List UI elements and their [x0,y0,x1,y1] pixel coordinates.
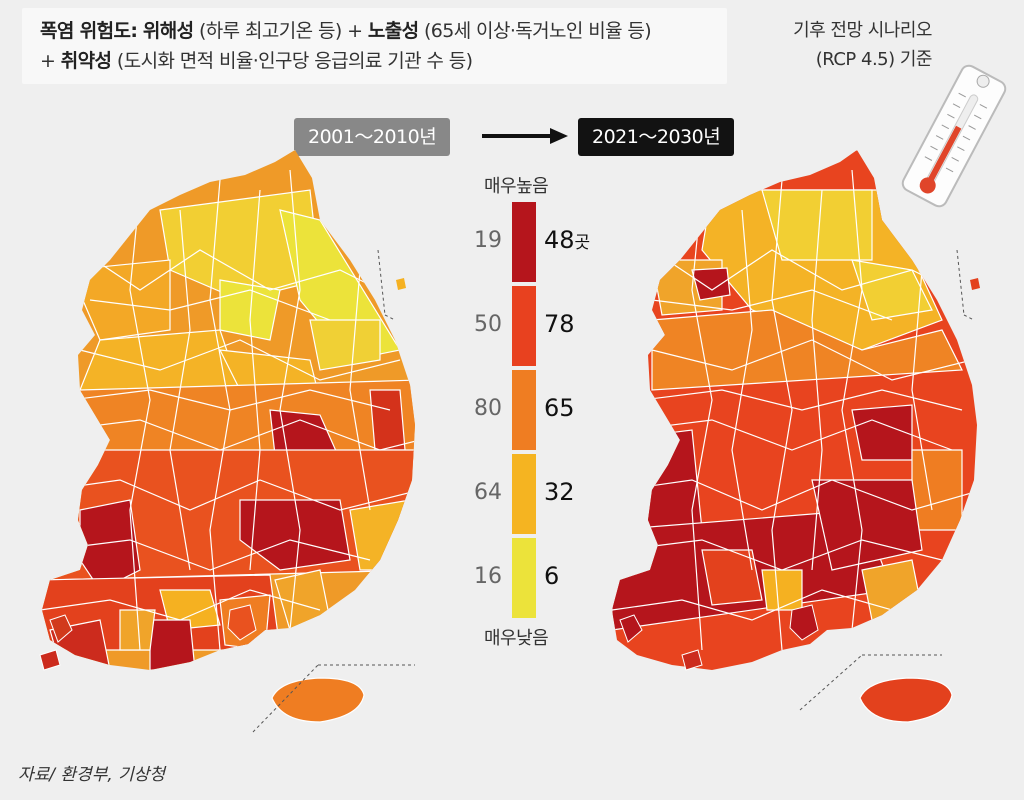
legend-swatch-5 [512,538,536,618]
header-plus: + [40,50,56,72]
legend-after-count-5: 6 [544,562,560,590]
legend-after-count-2: 78 [544,310,575,338]
header-vulnerability: 취약성 [60,50,112,72]
header-title: 폭염 위험도: [40,20,138,42]
legend-top-label: 매우높음 [484,176,549,197]
legend-unit: 곳 [574,233,591,253]
period-before-label: 2001～2010년 [294,118,451,156]
header-box [22,8,727,84]
legend-before-count-3: 80 [474,396,502,421]
legend-before-count-1: 19 [474,228,502,253]
legend-swatch-4 [512,454,536,534]
header-line-1: 폭염 위험도: 위해성 (하루 최고기온 등) + 노출성 (65세 이상·독거… [40,16,652,43]
legend-before-count-2: 50 [474,312,502,337]
source-note: 자료/ 환경부, 기상청 [18,765,166,785]
header-line-2: + 취약성 (도시화 면적 비율·인구당 응급의료 기관 수 등) [40,46,473,73]
map-2001-2010 [39,150,415,733]
legend-swatch-2 [512,286,536,366]
legend-after-count-3: 65 [544,394,575,422]
header-hazard-desc: (하루 최고기온 등) + [198,20,363,42]
legend-swatch-1 [512,202,536,282]
scenario-note: 기후 전망 시나리오 (RCP 4.5) 기준 [793,16,932,74]
legend-after-count-4: 32 [544,478,575,506]
map-2021-2030 [612,150,980,723]
scenario-line-1: 기후 전망 시나리오 [793,20,932,41]
arrow-right-icon [482,128,568,144]
legend-after-value-1: 48 [544,226,575,254]
scenario-line-2: (RCP 4.5) 기준 [815,49,933,70]
legend-after-count-1: 48곳 [544,226,590,254]
legend-before-count-5: 16 [474,564,502,589]
period-after-label: 2021～2030년 [578,118,735,156]
header-vulnerability-desc: (도시화 면적 비율·인구당 응급의료 기관 수 등) [116,50,473,72]
thermometer-icon [901,64,1007,208]
header-exposure: 노출성 [367,20,419,42]
header-exposure-desc: (65세 이상·독거노인 비율 등) [423,20,652,42]
legend-bottom-label: 매우낮음 [484,628,549,649]
legend-swatch-3 [512,370,536,450]
legend-before-count-4: 64 [474,480,502,505]
header-hazard: 위해성 [142,20,194,42]
